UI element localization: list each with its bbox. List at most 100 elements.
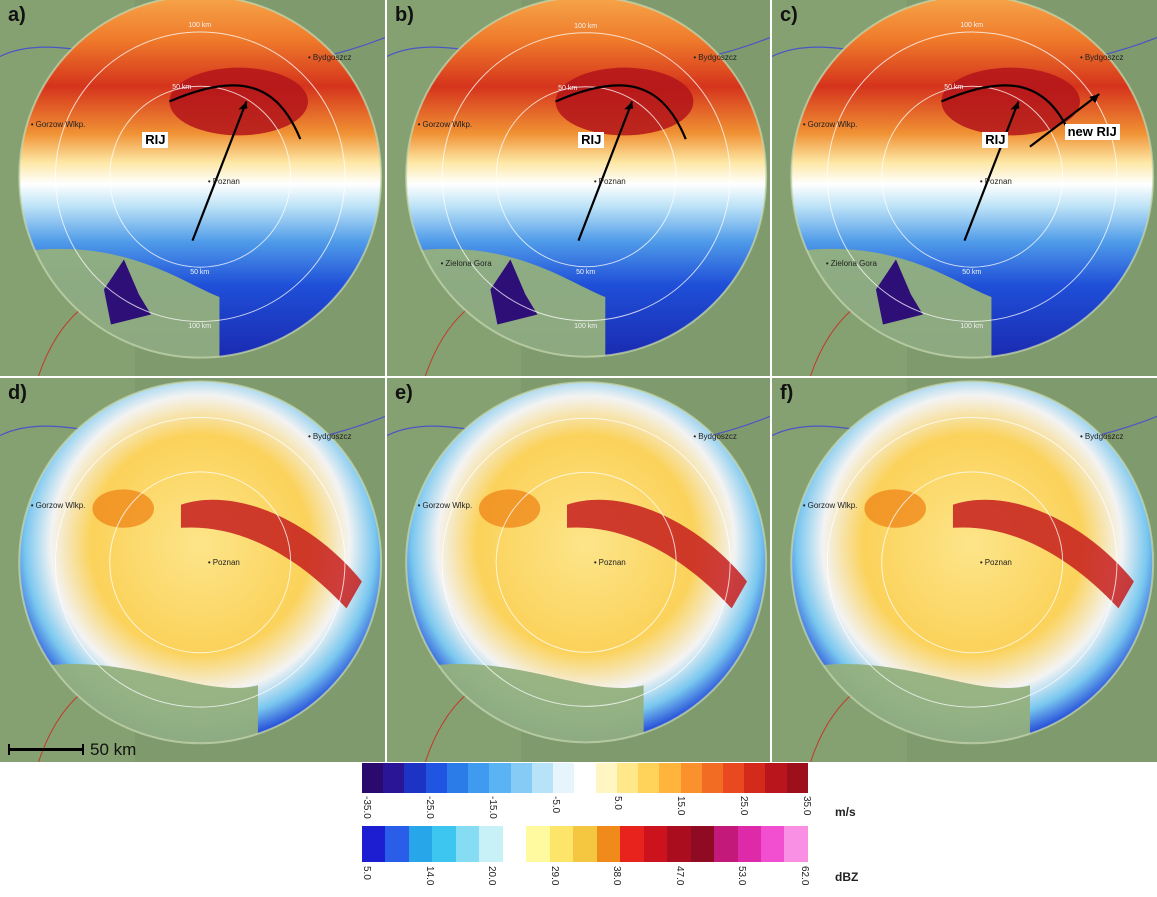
tick-label: -35.0: [361, 796, 372, 819]
tick-label: 14.0: [423, 866, 435, 886]
color-swatch: [455, 826, 480, 862]
city-label-gorzow: Gorzow Wlkp.: [803, 501, 858, 510]
city-label-poznan: Poznan: [594, 177, 626, 186]
ring-label-outer: 100 km: [960, 21, 984, 29]
ring-label-outer-south: 100 km: [960, 323, 984, 331]
reflectivity-ticks: 5.0 14.0 20.0 29.0 38.0 47.0 53.0 62.0: [361, 866, 810, 896]
scale-bar-label: 50 km: [90, 740, 137, 759]
radar-map: [772, 378, 1157, 762]
radar-map: [387, 378, 770, 762]
city-label-zielona-gora: Zielona Gora: [826, 259, 877, 268]
color-swatch: [786, 763, 808, 793]
velocity-colorbar: [362, 763, 808, 793]
color-swatch: [408, 826, 433, 862]
panel-label: c): [780, 4, 798, 26]
tick-label: 29.0: [548, 866, 560, 886]
scale-bar: [8, 744, 84, 755]
color-swatch: [714, 826, 738, 862]
ring-label-inner: 50 km: [944, 84, 964, 92]
color-swatch: [574, 763, 596, 793]
panel-label: b): [395, 4, 414, 26]
color-swatch: [383, 763, 405, 793]
panel-label: d): [8, 382, 27, 404]
city-label-bydgoszcz: Bydgoszcz: [308, 432, 352, 441]
color-swatch: [553, 763, 575, 793]
color-swatch: [404, 763, 426, 793]
ring-label-outer-south: 100 km: [574, 322, 598, 330]
city-label-gorzow: Gorzow Wlkp.: [418, 120, 472, 129]
color-swatch: [468, 763, 490, 793]
rij-arrow: [940, 84, 1100, 242]
color-swatch: [479, 826, 503, 862]
ring-label-inner-south: 50 km: [962, 269, 982, 277]
color-swatch: [690, 826, 715, 862]
tick-label: -15.0: [486, 796, 498, 819]
color-swatch: [362, 826, 386, 862]
color-swatch: [680, 763, 702, 793]
color-swatch: [531, 763, 554, 793]
city-label-zielona-gora: Zielona Gora: [441, 259, 491, 268]
color-swatch: [659, 763, 681, 793]
city-label-bydgoszcz: Bydgoszcz: [693, 53, 737, 62]
color-swatch: [737, 826, 761, 862]
tick-label: 53.0: [736, 866, 748, 886]
reflectivity-unit: dBZ: [835, 870, 859, 884]
city-label-gorzow: Gorzow Wlkp.: [803, 120, 858, 129]
ring-label-outer-south: 100 km: [188, 323, 212, 331]
ring-label-inner: 50 km: [558, 84, 578, 92]
tick-label: 38.0: [611, 866, 623, 886]
panel-a: a) Bydgoszcz Gorzow Wlkp. Poznan 100 km 50 km…: [0, 0, 385, 376]
reflectivity-colorbar: [362, 826, 808, 862]
rij-label: RIJ: [982, 131, 1009, 148]
color-swatch: [722, 763, 745, 793]
rij-label: RIJ: [578, 131, 605, 148]
city-label-bydgoszcz: Bydgoszcz: [308, 53, 352, 62]
color-swatch: [760, 826, 785, 862]
color-swatch: [784, 826, 808, 862]
color-swatch: [620, 826, 644, 862]
radar-map: [772, 0, 1157, 376]
tick-label: 62.0: [799, 866, 810, 886]
panel-b: b) Bydgoszcz Gorzow Wlkp. Poznan Zielona Gor…: [387, 0, 770, 376]
ring-label-inner: 50 km: [172, 84, 192, 92]
radar-map: [0, 378, 385, 762]
tick-label: 15.0: [675, 796, 687, 816]
city-label-gorzow: Gorzow Wlkp.: [31, 120, 86, 129]
city-label-poznan: Poznan: [980, 558, 1012, 567]
velocity-ticks: -35.0 -25.0 -15.0 -5.0 5.0 15.0 25.0 35.0: [361, 796, 812, 826]
tick-label: 25.0: [738, 796, 750, 816]
new-rij-label: new RIJ: [1064, 124, 1120, 141]
ring-label-outer: 100 km: [574, 22, 598, 30]
tick-label: 47.0: [673, 866, 685, 886]
city-label-gorzow: Gorzow Wlkp.: [31, 501, 86, 510]
ring-label-inner-south: 50 km: [190, 269, 210, 277]
city-label-poznan: Poznan: [980, 177, 1012, 186]
rij-arrow: [168, 84, 302, 242]
color-swatch: [596, 826, 621, 862]
rij-arrow: [555, 84, 687, 242]
city-label-poznan: Poznan: [594, 558, 626, 567]
color-swatch: [489, 763, 511, 793]
tick-label: -5.0: [549, 796, 561, 814]
color-swatch: [425, 763, 447, 793]
color-swatch: [446, 763, 469, 793]
panel-label: f): [780, 382, 794, 404]
tick-label: 35.0: [801, 796, 812, 816]
color-swatch: [595, 763, 617, 793]
tick-label: 5.0: [361, 866, 372, 880]
panel-c: c) Bydgoszcz Gorzow Wlkp. Poznan Zielona Gor…: [772, 0, 1157, 376]
color-swatch: [765, 763, 787, 793]
color-swatch: [701, 763, 723, 793]
tick-label: 5.0: [612, 796, 624, 810]
panel-label: a): [8, 4, 26, 26]
color-swatch: [526, 826, 550, 862]
city-label-poznan: Poznan: [208, 177, 240, 186]
city-label-bydgoszcz: Bydgoszcz: [693, 432, 737, 441]
color-swatch: [573, 826, 597, 862]
tick-label: 20.0: [486, 866, 498, 886]
color-swatch: [385, 826, 409, 862]
ring-label-outer: 100 km: [188, 21, 212, 29]
color-swatch: [667, 826, 691, 862]
radar-map: [387, 0, 770, 376]
panel-f: f) Bydgoszcz Gorzow Wlkp. Poznan: [772, 378, 1157, 762]
